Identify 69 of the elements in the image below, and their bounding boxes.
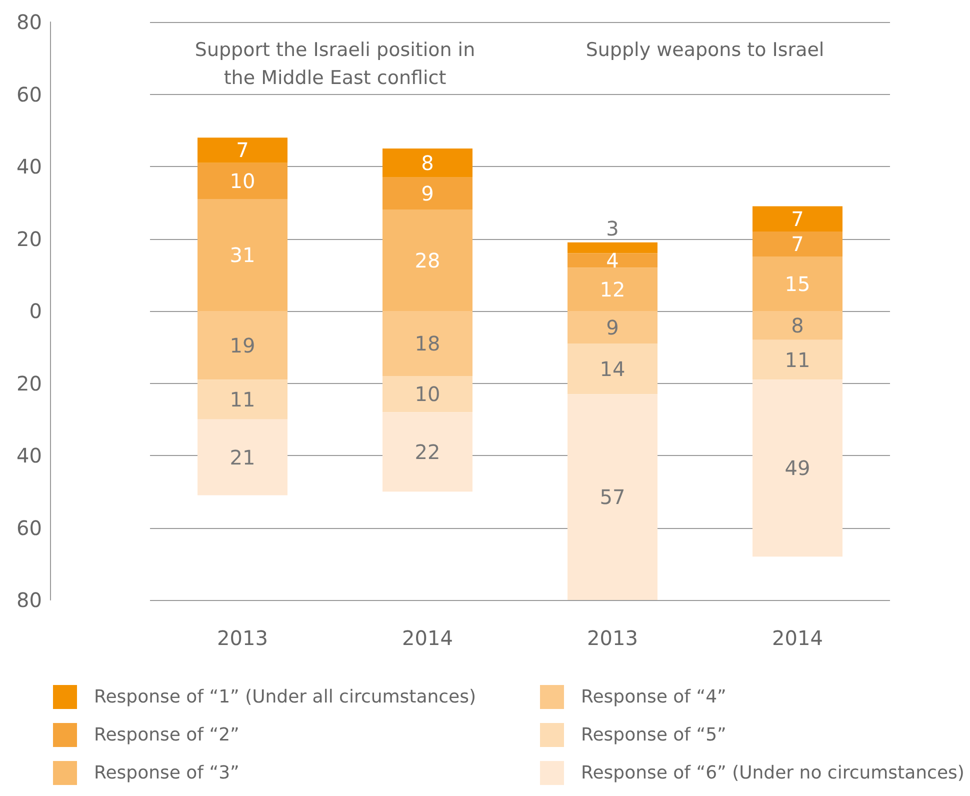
- bar: [382, 311, 472, 376]
- legend-label: Response of “2”: [94, 724, 240, 746]
- bar: [198, 311, 288, 380]
- bar: [568, 268, 658, 311]
- data-label: 10: [230, 168, 256, 193]
- bar: [752, 380, 842, 557]
- bar: [568, 394, 658, 600]
- data-label: 7: [236, 138, 249, 162]
- data-label: 3: [606, 216, 619, 240]
- legend-label: Response of “1” (Under all circumstances): [94, 686, 476, 708]
- x-tick-label: 2013: [217, 626, 268, 650]
- bar: [198, 380, 288, 420]
- bar: [752, 311, 842, 340]
- bar: [198, 419, 288, 496]
- bar: [568, 344, 658, 394]
- bar: [198, 162, 288, 200]
- data-label: 19: [230, 333, 256, 358]
- y-tick-label: 40: [16, 444, 42, 468]
- bar: [382, 210, 472, 311]
- y-tick-label: 60: [16, 82, 42, 106]
- data-label: 15: [784, 272, 810, 296]
- bar: [752, 256, 842, 311]
- data-label: 11: [784, 348, 810, 372]
- bar: [382, 412, 472, 492]
- data-label: 7: [791, 232, 804, 256]
- data-label: 7: [791, 206, 804, 231]
- bar: [382, 177, 472, 210]
- data-label: 28: [414, 248, 440, 272]
- bar: [568, 242, 658, 254]
- data-label: 31: [230, 243, 256, 268]
- data-label: 12: [600, 277, 626, 302]
- data-label: 8: [421, 150, 434, 175]
- data-label: 18: [414, 332, 440, 356]
- y-tick-label: 20: [16, 226, 42, 251]
- bar: [752, 340, 842, 380]
- bar: [752, 232, 842, 257]
- annotation: Support the Israeli position in the Middle East conflict: [194, 39, 476, 89]
- data-label: 21: [230, 445, 256, 470]
- legend-label: Response of “4”: [581, 686, 726, 708]
- x-tick-label: 2013: [587, 626, 638, 650]
- bar: [382, 376, 472, 412]
- data-label: 14: [600, 356, 626, 381]
- y-tick-label: 80: [16, 588, 42, 612]
- data-label: 9: [606, 315, 619, 340]
- bar: [198, 138, 288, 163]
- data-label: 57: [600, 485, 626, 510]
- bar: [382, 148, 472, 178]
- data-label: 22: [414, 440, 440, 464]
- bar: [568, 253, 658, 268]
- bar: [198, 199, 288, 311]
- legend-label: Response of “5”: [581, 724, 726, 746]
- x-tick-label: 2014: [402, 626, 453, 650]
- data-label: 9: [421, 182, 434, 206]
- legend-label: Response of “3”: [94, 762, 240, 784]
- y-tick-label: 0: [29, 299, 42, 323]
- bar: [568, 311, 658, 344]
- data-label: 8: [791, 313, 804, 338]
- data-label: 11: [230, 388, 256, 412]
- annotation: Supply weapons to Israel: [586, 39, 824, 61]
- x-tick-label: 2014: [772, 626, 823, 650]
- y-tick-label: 20: [16, 371, 42, 396]
- data-label: 4: [606, 248, 619, 272]
- y-tick-label: 80: [16, 10, 42, 34]
- y-tick-label: 40: [16, 154, 42, 178]
- data-label: 10: [414, 382, 440, 406]
- bar: [752, 206, 842, 232]
- y-tick-label: 60: [16, 516, 42, 540]
- data-label: 49: [784, 456, 810, 480]
- legend-label: Response of “6” (Under no circumstances): [581, 762, 964, 784]
